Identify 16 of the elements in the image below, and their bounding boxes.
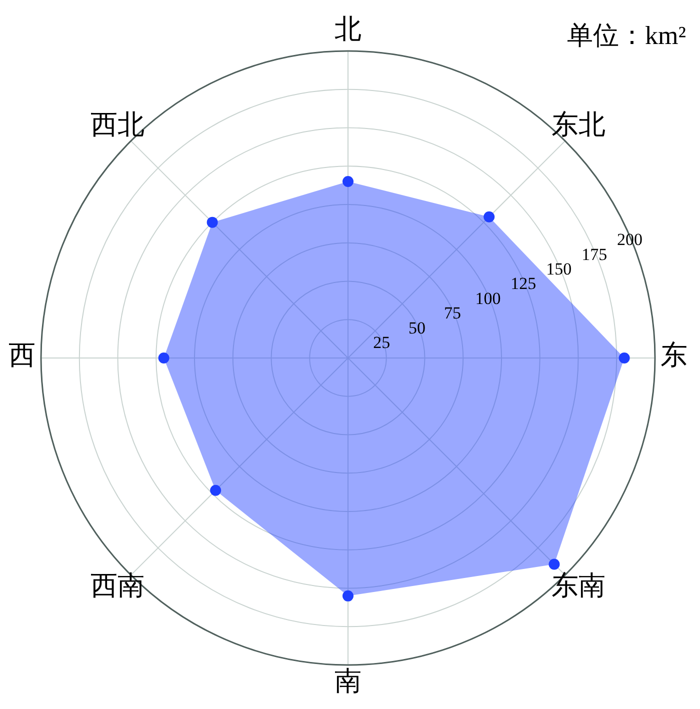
spoke-label: 东 bbox=[660, 340, 688, 370]
y-tick-label: 100 bbox=[475, 288, 501, 308]
y-tick-label: 125 bbox=[510, 274, 536, 294]
y-tick-label: 25 bbox=[373, 332, 390, 352]
y-tick-label: 175 bbox=[582, 244, 608, 264]
spoke-label: 西 bbox=[8, 340, 36, 370]
spoke-label: 北 bbox=[334, 14, 362, 44]
y-tick-label: 50 bbox=[408, 318, 426, 338]
spoke-label: 东南 bbox=[552, 570, 606, 601]
spoke-label: 南 bbox=[334, 666, 362, 696]
y-tick-label: 75 bbox=[444, 304, 462, 323]
spoke-label: 西南 bbox=[90, 570, 144, 601]
spoke-label: 东北 bbox=[552, 110, 606, 140]
spoke-label: 西北 bbox=[90, 110, 144, 140]
text: 单位：km² bbox=[566, 21, 686, 50]
y-tick-label: 150 bbox=[546, 260, 572, 279]
